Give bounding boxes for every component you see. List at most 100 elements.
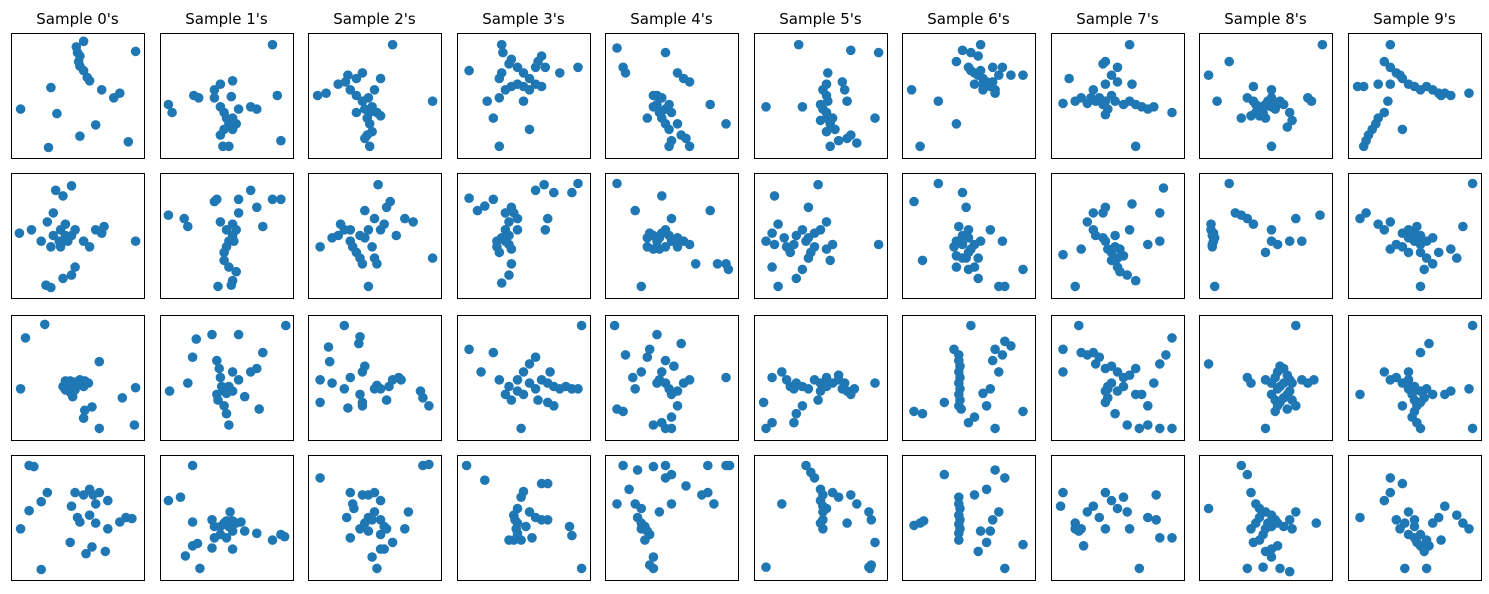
scatter-point bbox=[1373, 219, 1383, 229]
scatter-point bbox=[58, 273, 68, 284]
scatter-point bbox=[815, 225, 826, 235]
scatter-point bbox=[576, 320, 587, 331]
scatter-point bbox=[813, 179, 823, 190]
scatter-point bbox=[803, 253, 814, 263]
scatter-panel-r2-c4 bbox=[605, 315, 739, 441]
scatter-point bbox=[1100, 109, 1111, 120]
scatter-point bbox=[391, 230, 402, 241]
scatter-point bbox=[464, 65, 474, 76]
scatter-point bbox=[1000, 281, 1010, 292]
scatter-point bbox=[1167, 333, 1177, 343]
scatter-point bbox=[488, 194, 499, 205]
scatter-point bbox=[315, 242, 325, 252]
scatter-point bbox=[207, 515, 217, 525]
scatter-point bbox=[192, 538, 203, 549]
scatter-point bbox=[1278, 99, 1289, 110]
scatter-point bbox=[997, 62, 1008, 73]
scatter-point bbox=[1409, 381, 1420, 392]
scatter-point bbox=[87, 402, 97, 412]
scatter-point bbox=[1209, 281, 1220, 292]
scatter-point bbox=[375, 495, 386, 506]
scatter-point bbox=[227, 386, 238, 396]
scatter-point bbox=[500, 85, 511, 95]
scatter-point bbox=[842, 518, 852, 528]
scatter-point bbox=[540, 225, 551, 235]
scatter-point bbox=[103, 524, 113, 534]
scatter-point bbox=[1395, 524, 1405, 534]
scatter-point bbox=[540, 62, 551, 73]
scatter-point bbox=[1167, 107, 1177, 118]
scatter-point bbox=[823, 68, 833, 78]
scatter-point bbox=[524, 507, 535, 517]
scatter-panel-r1-c4 bbox=[605, 173, 739, 299]
scatter-point bbox=[833, 492, 844, 503]
scatter-point bbox=[773, 281, 783, 292]
scatter-point bbox=[1415, 347, 1426, 358]
scatter-point bbox=[1212, 96, 1222, 106]
scatter-panel-r2-c1 bbox=[160, 315, 294, 441]
scatter-point bbox=[90, 499, 101, 509]
scatter-point bbox=[672, 386, 683, 396]
scatter-panel-r0-c6 bbox=[902, 33, 1036, 159]
scatter-point bbox=[1361, 208, 1371, 218]
scatter-point bbox=[219, 255, 229, 266]
scatter-point bbox=[480, 201, 490, 211]
scatter-point bbox=[1412, 221, 1422, 232]
scatter-point bbox=[1291, 213, 1301, 224]
scatter-point bbox=[1090, 230, 1101, 241]
scatter-point bbox=[363, 225, 374, 235]
scatter-point bbox=[1467, 178, 1478, 189]
scatter-panel-r2-c7 bbox=[1051, 315, 1185, 441]
scatter-point bbox=[418, 393, 428, 403]
scatter-point bbox=[239, 391, 250, 402]
scatter-point bbox=[323, 342, 334, 352]
scatter-point bbox=[721, 119, 731, 129]
scatter-point bbox=[573, 384, 583, 394]
scatter-point bbox=[833, 135, 844, 146]
scatter-point bbox=[427, 96, 438, 106]
scatter-point bbox=[163, 495, 174, 506]
scatter-point bbox=[227, 124, 238, 135]
scatter-point bbox=[1266, 225, 1277, 235]
scatter-point bbox=[873, 239, 884, 250]
scatter-point bbox=[1236, 113, 1247, 123]
scatter-point bbox=[518, 389, 529, 400]
scatter-point bbox=[777, 499, 787, 509]
scatter-point bbox=[1127, 199, 1137, 209]
scatter-point bbox=[833, 370, 844, 381]
scatter-point bbox=[918, 516, 929, 526]
scatter-point bbox=[987, 62, 998, 73]
scatter-point bbox=[96, 85, 107, 95]
scatter-point bbox=[666, 469, 677, 480]
scatter-point bbox=[364, 119, 375, 129]
scatter-point bbox=[1385, 79, 1396, 89]
scatter-point bbox=[521, 521, 531, 532]
scatter-point bbox=[690, 259, 701, 269]
scatter-point bbox=[1110, 96, 1120, 106]
scatter-point bbox=[612, 178, 622, 189]
scatter-point bbox=[1397, 124, 1408, 135]
panel-frame bbox=[1199, 455, 1333, 581]
scatter-point bbox=[315, 473, 325, 483]
scatter-point bbox=[870, 378, 880, 388]
scatter-point bbox=[215, 217, 226, 227]
scatter-point bbox=[327, 378, 337, 388]
scatter-point bbox=[1155, 423, 1165, 434]
scatter-point bbox=[652, 378, 662, 388]
scatter-point bbox=[369, 213, 380, 224]
scatter-point bbox=[957, 187, 968, 198]
scatter-point bbox=[612, 43, 622, 53]
scatter-point bbox=[195, 563, 205, 574]
scatter-point bbox=[981, 484, 992, 495]
scatter-point bbox=[267, 535, 278, 545]
scatter-point bbox=[618, 406, 628, 417]
scatter-point bbox=[66, 501, 77, 512]
scatter-point bbox=[215, 372, 226, 383]
scatter-point bbox=[482, 96, 493, 106]
scatter-point bbox=[963, 233, 974, 243]
scatter-point bbox=[1206, 219, 1216, 229]
scatter-point bbox=[360, 104, 370, 114]
scatter-point bbox=[251, 528, 262, 539]
scatter-point bbox=[684, 375, 695, 385]
scatter-point bbox=[496, 68, 507, 78]
